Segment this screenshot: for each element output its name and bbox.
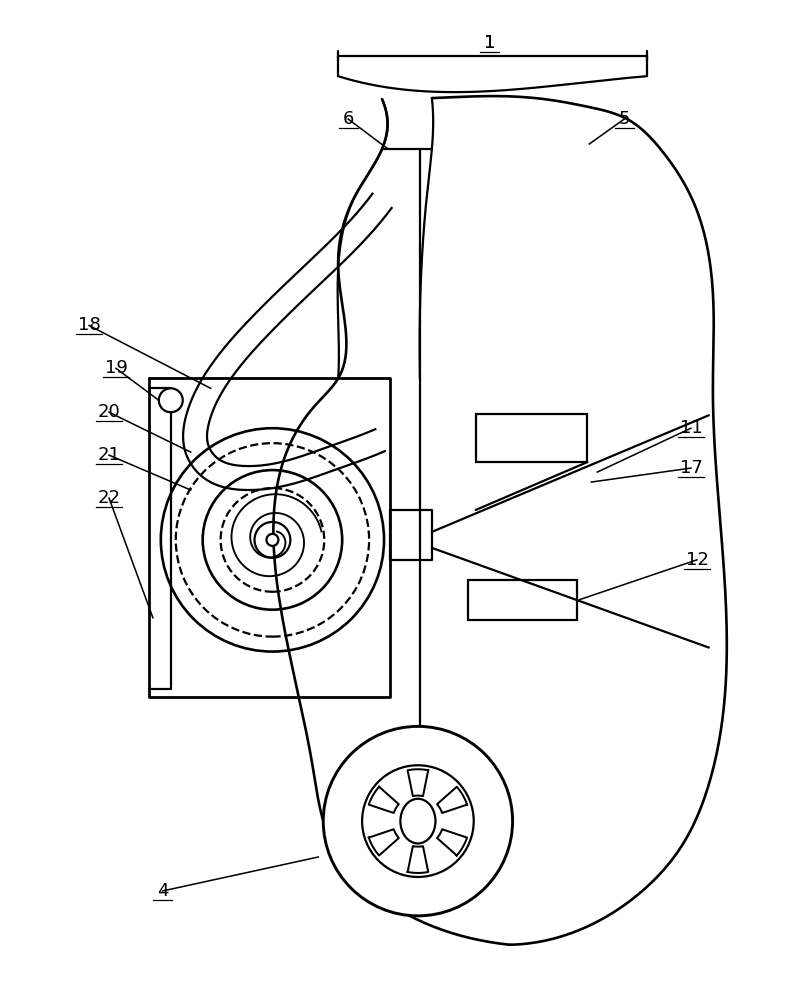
Polygon shape bbox=[407, 846, 428, 873]
Text: 4: 4 bbox=[157, 882, 168, 900]
Text: 5: 5 bbox=[619, 110, 630, 128]
Text: 17: 17 bbox=[679, 459, 702, 477]
Circle shape bbox=[159, 388, 183, 412]
Text: 1: 1 bbox=[484, 34, 495, 52]
Text: 20: 20 bbox=[97, 403, 120, 421]
Text: 19: 19 bbox=[104, 359, 127, 377]
Polygon shape bbox=[407, 769, 428, 796]
Polygon shape bbox=[437, 829, 467, 855]
Bar bbox=[475, 414, 588, 462]
Text: 12: 12 bbox=[686, 551, 709, 569]
Bar bbox=[467, 580, 577, 620]
Text: 1: 1 bbox=[484, 34, 495, 52]
Text: 11: 11 bbox=[679, 419, 702, 437]
Polygon shape bbox=[369, 829, 399, 855]
Text: 6: 6 bbox=[343, 110, 354, 128]
Polygon shape bbox=[437, 787, 467, 813]
Polygon shape bbox=[369, 787, 399, 813]
Ellipse shape bbox=[400, 799, 436, 843]
Text: 18: 18 bbox=[78, 316, 100, 334]
Circle shape bbox=[267, 534, 278, 546]
Text: 21: 21 bbox=[97, 446, 120, 464]
Circle shape bbox=[324, 726, 513, 916]
Text: 22: 22 bbox=[97, 489, 120, 507]
